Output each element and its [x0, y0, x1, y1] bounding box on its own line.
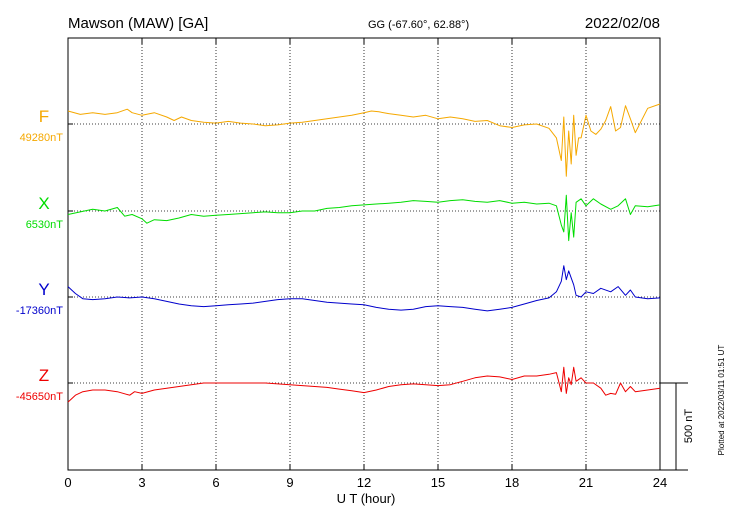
x-axis-ticks: 0 3 6 9 12 15 18 21 24	[64, 38, 667, 490]
x-tick-label: 3	[138, 475, 145, 490]
series-baseline-y: -17360nT	[16, 305, 63, 317]
series-baseline-z: -45650nT	[16, 391, 63, 403]
series-line-f	[67, 103, 661, 177]
x-tick-label: 12	[357, 475, 371, 490]
series-line-y	[67, 265, 661, 312]
x-tick-label: 24	[653, 475, 667, 490]
x-tick-label: 18	[505, 475, 519, 490]
series-name-x: X	[38, 194, 49, 213]
x-tick-label: 21	[579, 475, 593, 490]
plotted-timestamp: Plotted at 2022/03/11 01:51 UT	[717, 345, 726, 456]
series-name-f: F	[39, 107, 49, 126]
station-coordinates: GG (-67.60°, 62.88°)	[368, 19, 469, 31]
scale-bar: 500 nT	[660, 382, 695, 471]
series-line-x	[67, 194, 661, 242]
station-title: Mawson (MAW) [GA]	[68, 15, 208, 32]
series-name-z: Z	[39, 366, 49, 385]
series-baseline-x: 6530nT	[26, 219, 64, 231]
series-traces	[67, 103, 661, 403]
x-tick-label: 0	[64, 475, 71, 490]
chart-date: 2022/02/08	[585, 15, 660, 32]
x-axis-label: U T (hour)	[337, 491, 396, 506]
series-name-y: Y	[38, 280, 49, 299]
x-tick-label: 6	[212, 475, 219, 490]
grid-lines	[68, 38, 660, 470]
series-line-z	[67, 366, 661, 403]
x-tick-label: 9	[286, 475, 293, 490]
scale-bar-label: 500 nT	[683, 409, 695, 444]
series-baseline-f: 49280nT	[20, 132, 64, 144]
x-tick-label: 15	[431, 475, 445, 490]
series-labels: F 49280nT X 6530nT Y -17360nT Z -45650nT	[16, 107, 63, 403]
